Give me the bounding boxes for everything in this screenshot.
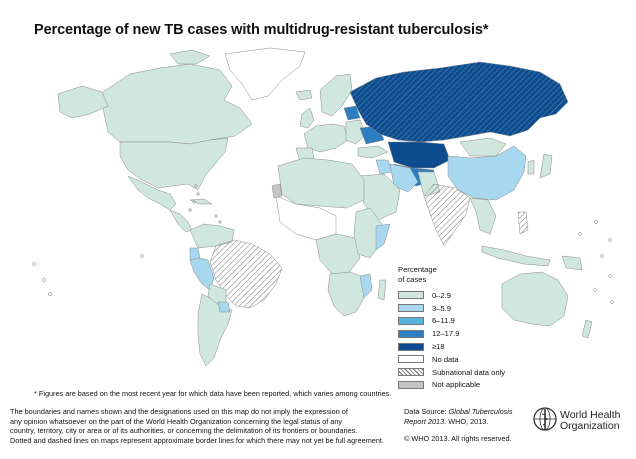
region-greenland (224, 47, 306, 101)
legend-swatch (398, 304, 424, 313)
region-korea (527, 159, 535, 175)
region-png (561, 255, 583, 271)
region-turkey (357, 145, 389, 159)
legend-swatch (398, 368, 424, 377)
region-peru (189, 257, 215, 291)
region-new-zealand (581, 319, 593, 339)
source-report-title: Global Tuberculosis (448, 407, 513, 416)
region-china (447, 145, 527, 201)
legend-label: 12–17.9 (432, 329, 460, 339)
region-canada-islands (169, 49, 211, 65)
region-iceland (295, 89, 313, 101)
region-mongolia (459, 137, 507, 157)
disclaimer: The boundaries and names shown and the d… (10, 407, 395, 445)
region-indonesia (481, 245, 551, 267)
region-east-africa (353, 207, 383, 259)
legend-swatch (398, 380, 424, 389)
region-uk (299, 107, 315, 129)
region-scandinavia (319, 73, 353, 117)
region-eastern-europe (345, 119, 367, 145)
region-baltics (343, 105, 361, 121)
map-title: Percentage of new TB cases with multidru… (34, 22, 489, 38)
legend-label: ≥18 (432, 342, 445, 352)
legend-label: Not applicable (432, 380, 481, 390)
region-cuba (189, 198, 213, 205)
legend-item: 3–5.9 (398, 302, 505, 315)
region-alaska (57, 85, 109, 119)
legend-label: 6–11.9 (432, 316, 455, 326)
region-central-america (169, 209, 193, 233)
legend-label: 0–2.9 (432, 290, 452, 300)
legend-item: 0–2.9 (398, 289, 505, 302)
region-kazakhstan (387, 141, 451, 169)
legend-swatch (398, 342, 424, 351)
region-paraguay (217, 301, 231, 313)
map-legend: Percentage of cases 0–2.9 3–5.9 6–11.9 1… (398, 265, 505, 391)
disclaimer-line: any opinion whatsoever on the part of th… (10, 416, 343, 426)
region-iran (389, 163, 419, 193)
region-japan (539, 153, 553, 179)
region-southern-africa (327, 271, 367, 317)
legend-title-line1: Percentage (398, 265, 437, 274)
region-mainland-se-asia (469, 197, 497, 235)
legend-item: 12–17.9 (398, 327, 505, 340)
disclaimer-line: The boundaries and names shown and the d… (10, 407, 348, 416)
region-north-africa (277, 157, 365, 209)
region-philippines (517, 211, 529, 235)
legend-label: 3–5.9 (432, 303, 452, 313)
region-brazil (209, 239, 283, 309)
region-canada (99, 63, 253, 145)
region-northern-south-america (189, 223, 235, 249)
disclaimer-line: country, territory, city or area or of i… (10, 426, 358, 436)
region-somalia (375, 223, 391, 251)
who-name-line2: Organization (560, 420, 620, 432)
region-usa (119, 137, 229, 191)
disclaimer-line: Dotted and dashed lines on maps represen… (10, 435, 384, 445)
legend-label: Subnational data only (432, 367, 506, 377)
legend-swatch (398, 316, 424, 325)
region-russia-hatch (350, 62, 568, 142)
region-mozambique (359, 273, 373, 299)
region-western-sahara (271, 183, 283, 199)
who-wordmark: World Health Organization (560, 410, 636, 432)
who-name-line1: World Health (560, 409, 621, 421)
legend-item: No data (398, 353, 505, 366)
legend-item: Not applicable (398, 379, 505, 392)
who-emblem-icon (533, 407, 557, 431)
source-suffix: . WHO, 2013. (444, 416, 489, 426)
region-iraq (375, 159, 393, 175)
legend-swatch (398, 355, 424, 364)
region-mexico (127, 175, 177, 211)
legend-label: No data (432, 354, 459, 364)
region-madagascar (377, 279, 387, 301)
data-source: Data Source: Global Tuberculosis Report … (404, 407, 534, 426)
region-central-africa (315, 233, 361, 275)
legend-item: 6–11.9 (398, 315, 505, 328)
copyright: © WHO 2013. All rights reserved. (404, 434, 512, 443)
source-report-title-cont: Report 2013 (404, 416, 445, 426)
legend-swatch (398, 291, 424, 300)
world-map (32, 47, 614, 367)
region-australia (501, 271, 569, 327)
legend-swatch (398, 329, 424, 338)
legend-title: Percentage of cases (398, 265, 505, 285)
region-india (423, 183, 471, 247)
legend-item: Subnational data only (398, 366, 505, 379)
legend-title-line2: of cases (398, 275, 427, 284)
footnote: * Figures are based on the most recent y… (34, 389, 392, 398)
source-prefix: Data Source: (404, 407, 449, 416)
legend-item: ≥18 (398, 340, 505, 353)
